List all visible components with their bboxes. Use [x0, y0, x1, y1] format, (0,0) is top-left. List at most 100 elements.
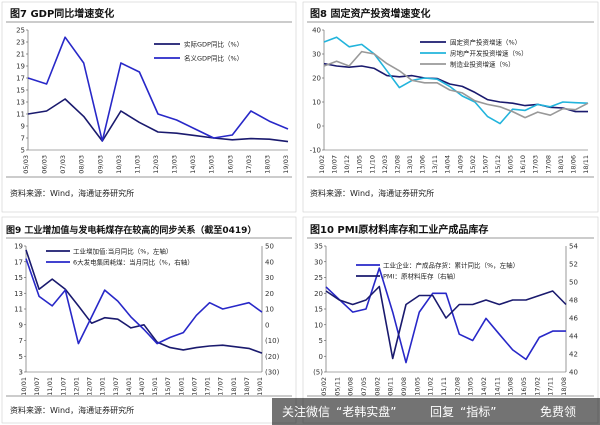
fig7-source: 资料来源：Wind，海通证券研究所: [10, 188, 134, 198]
fig7-title: 图7 GDP同比增速变化: [10, 7, 114, 20]
fig7-legend-label-2: 名义GDP同比（%）: [184, 54, 243, 63]
fig8-xtick-label: 10/07: [331, 155, 339, 174]
fig7-ytick-label: 19: [16, 63, 25, 71]
fig10-xtick-label: 11/02: [427, 377, 435, 396]
fig7-xtick-label: 09/03: [96, 155, 104, 174]
fig8-xtick-label: 14/09: [456, 155, 464, 174]
fig8-ytick-label: 0: [317, 123, 321, 131]
watermark-text-1: 关注微信: [282, 404, 330, 419]
fig10-xtick-label: 17/02: [533, 377, 541, 396]
fig8-ytick-label: 40: [312, 27, 321, 35]
fig9-xtick-label: 18/01: [230, 377, 238, 396]
fig9-xtick-label: 17/07: [217, 377, 225, 396]
fig7-legend-label-1: 实际GDP同比（%）: [184, 40, 243, 49]
fig9-y2tick-label: 30: [265, 274, 274, 282]
fig10-xtick-label: 09/08: [400, 377, 408, 396]
fig10-ytick-label: 35: [314, 243, 323, 251]
fig7-ytick-label: 23: [16, 39, 25, 47]
fig7-xtick-label: 14/03: [189, 155, 197, 174]
fig10-xtick-label: 14/02: [480, 377, 488, 396]
fig10-frame: [302, 216, 599, 424]
watermark-background: [272, 398, 600, 425]
fig9-xtick-label: 19/01: [256, 377, 264, 396]
fig7-panel: 图7 GDP同比增速变化 5 7 9 11 13 15 17 19 21 23 25 05/03 06/…: [1, 1, 297, 213]
fig10-xtick-label: 15/08: [507, 377, 515, 396]
fig7-ytick-label: 5: [21, 147, 25, 155]
fig9-xtick-label: 12/01: [72, 377, 80, 396]
fig8-xtick-label: 15/02: [469, 155, 477, 174]
fig10-xtick-label: 10/05: [413, 377, 421, 396]
fig8-title: 图8 固定资产投资增速变化: [310, 7, 430, 20]
fig7-xtick-label: 08/03: [78, 155, 86, 174]
fig10-title: 图10 PMI原材料库存和工业产成品库存: [310, 223, 488, 236]
fig10-xtick-label: 12/08: [453, 377, 461, 396]
fig9-xtick-label: 18/07: [243, 377, 251, 396]
fig7-xtick-label: 06/03: [41, 155, 49, 174]
fig8-panel: 图8 固定资产投资增速变化 -10 0 10 20 30 40 10/02 10/07 10/1…: [302, 1, 599, 213]
fig10-y2tick-label: 46: [569, 315, 578, 323]
fig8-xtick-label: 13/01: [406, 155, 414, 174]
fig9-y2tick-label: (30): [265, 369, 280, 377]
fig7-xtick-label: 17/03: [245, 155, 253, 174]
fig10-ytick-label: 10: [314, 321, 323, 329]
fig7-ytick-label: 25: [16, 27, 25, 35]
fig9-y2tick-label: (20): [265, 353, 280, 361]
fig9-xtick-label: 14/01: [125, 377, 133, 396]
fig10-xtick-label: 07/05: [360, 377, 368, 396]
fig8-legend-label-1: 固定资产投资增速（%）: [450, 38, 521, 47]
fig10-y2tick-label: 52: [569, 261, 578, 269]
fig9-legend: 工业增加值:当月同比（%，左轴） 6大发电集团耗煤：当月同比（%，右轴）: [46, 247, 194, 267]
fig8-ytick-label: -10: [310, 147, 321, 155]
fig10-y2tick-label: 50: [569, 279, 578, 287]
fig8-series-3-line: [323, 50, 589, 119]
fig9-xtick-label: 16/01: [177, 377, 185, 396]
fig10-xtick-label: 05/11: [333, 377, 341, 396]
fig10-xtick-label: 06/08: [347, 377, 355, 396]
fig8-xtick-label: 15/07: [481, 155, 489, 174]
fig7-legend: 实际GDP同比（%） 名义GDP同比（%）: [154, 40, 243, 63]
fig8-xtick-label: 13/06: [419, 155, 427, 174]
fig8-xtick-label: 10/02: [318, 155, 326, 174]
fig8-plot: -10 0 10 20 30 40 10/02 10/07 10/12 11/05 11/10 12/…: [310, 27, 590, 174]
fig10-ytick-label: (5): [313, 369, 323, 377]
fig10-legend-label-2: PMI：原材料库存（右轴）: [383, 272, 459, 281]
fig9-legend-label-2: 6大发电集团耗煤：当月同比（%，右轴）: [73, 258, 194, 267]
fig7-xtick-label: 13/03: [171, 155, 179, 174]
fig8-xtick-label: 18/11: [582, 155, 590, 174]
fig10-y2tick-label: 54: [569, 243, 578, 251]
fig9-source: 资料来源：Wind，海通证券研究所: [10, 405, 134, 415]
fig7-plot: 5 7 9 11 13 15 17 19 21 23 25 05/03 06/03 07/03 08/03 0…: [16, 27, 290, 174]
fig7-xtick-label: 10/03: [115, 155, 123, 174]
fig10-xtick-label: 05/02: [320, 377, 328, 396]
fig9-xtick-label: 13/07: [112, 377, 120, 396]
fig8-xtick-label: 12/08: [393, 155, 401, 174]
fig8-xtick-label: 11/10: [368, 155, 376, 174]
fig9-xtick-label: 14/07: [138, 377, 146, 396]
fig9-xtick-label: 16/07: [190, 377, 198, 396]
fig9-ytick-label: 11: [14, 306, 23, 314]
fig8-source: 资料来源：Wind，海通证券研究所: [310, 188, 434, 198]
fig10-ytick-label: 20: [314, 290, 323, 298]
fig9-ytick-label: 13: [14, 290, 23, 298]
fig8-legend-label-2: 房地产开发投资增速（%）: [450, 49, 528, 58]
fig9-xtick-label: 15/01: [151, 377, 159, 396]
fig9-y2tick-label: 10: [265, 306, 274, 314]
fig10-plot: (5) 0 5 10 15 20 25 30 35 40 42 44 46 48 50 52 54 05/02 05…: [313, 243, 578, 396]
fig8-ytick-label: 30: [312, 51, 321, 59]
fig9-ytick-label: 9: [19, 321, 23, 329]
fig10-panel: 图10 PMI原材料库存和工业产成品库存 (5) 0 5 10 15 20 25 30 35 40…: [302, 216, 599, 424]
fig7-xtick-label: 16/03: [226, 155, 234, 174]
fig9-panel: 图9 工业增加值与发电耗煤存在较高的同步关系（截至0419） 3 5 7 9 11 13 1…: [1, 216, 297, 424]
fig9-ytick-label: 7: [19, 337, 23, 345]
fig8-ytick-label: 20: [312, 75, 321, 83]
fig9-y2tick-label: 0: [265, 321, 269, 329]
fig7-series-2-line: [27, 36, 289, 142]
fig9-ytick-label: 17: [14, 258, 23, 266]
fig10-xtick-label: 08/02: [373, 377, 381, 396]
fig7-xtick-label: 18/03: [263, 155, 271, 174]
fig10-ytick-label: 0: [319, 353, 323, 361]
fig8-legend: 固定资产投资增速（%） 房地产开发投资增速（%） 制造业投资增速（%）: [420, 38, 528, 69]
fig10-series-1-line: [325, 267, 566, 364]
fig9-y2tick-label: 50: [265, 243, 274, 251]
fig9-y2tick-label: 40: [265, 258, 274, 266]
